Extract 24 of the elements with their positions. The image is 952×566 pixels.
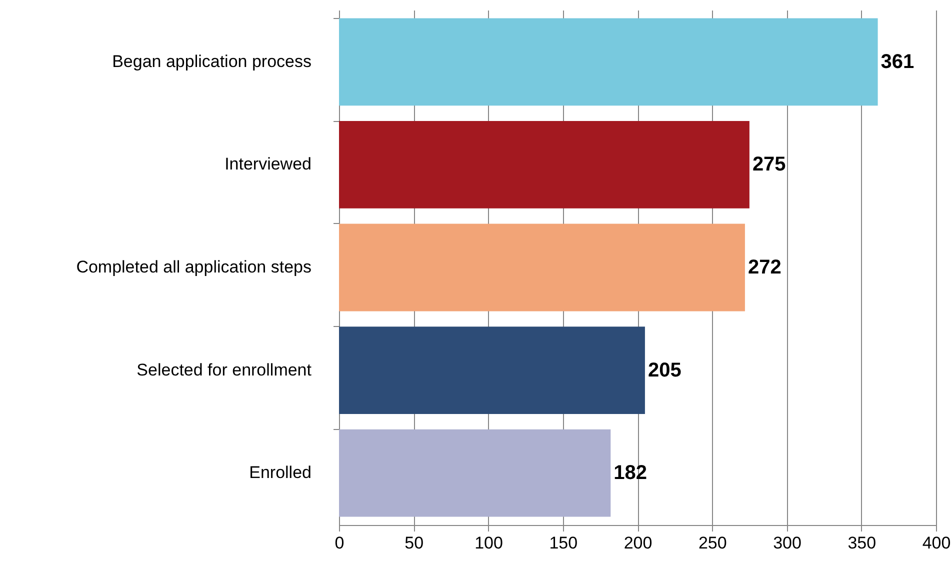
- x-tick-label: 250: [698, 534, 727, 552]
- x-tick-label: 200: [624, 534, 652, 552]
- data-label: 361: [880, 50, 914, 73]
- data-label: 182: [614, 462, 648, 484]
- y-tick-label: Selected for enrollment: [136, 360, 312, 380]
- x-tick-label: 300: [773, 534, 802, 552]
- x-tick-label: 100: [474, 534, 503, 552]
- bar: [339, 18, 878, 106]
- bar: [339, 326, 645, 414]
- x-tick-label: 0: [334, 534, 344, 552]
- x-tick-label: 400: [922, 534, 951, 552]
- y-tick-label: Completed all application steps: [76, 258, 312, 276]
- y-tick-label: Began application process: [112, 52, 312, 71]
- x-tick-label: 150: [549, 534, 578, 552]
- bar: [339, 224, 745, 312]
- y-tick-label: Interviewed: [224, 154, 312, 174]
- bar: [339, 429, 611, 517]
- y-tick-label: Enrolled: [249, 463, 312, 482]
- bar: [339, 121, 750, 208]
- data-label: 205: [648, 359, 682, 382]
- x-tick-label: 50: [404, 534, 424, 552]
- data-label: 272: [748, 256, 782, 278]
- data-label: 275: [752, 154, 786, 176]
- x-tick-label: 350: [848, 534, 876, 552]
